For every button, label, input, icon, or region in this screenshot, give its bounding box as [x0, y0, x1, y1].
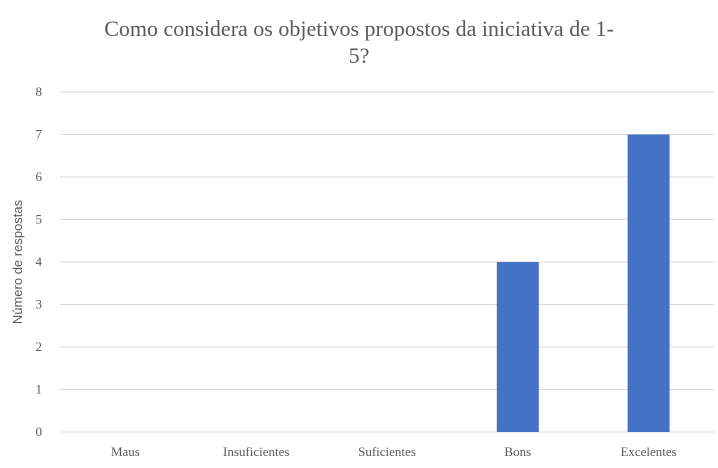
y-tick-label-7: 7: [36, 127, 43, 142]
x-tick-label-insuficientes: Insuficientes: [223, 444, 289, 459]
x-tick-label-bons: Bons: [504, 444, 531, 459]
bar-bons: [496, 262, 539, 432]
y-tick-label-3: 3: [36, 297, 43, 312]
x-tick-label-suficientes: Suficientes: [358, 444, 416, 459]
y-axis-label: Número de respostas: [10, 199, 25, 324]
chart-title-line-1: Como considera os objetivos propostos da…: [104, 16, 614, 41]
chart-title-line-2: 5?: [348, 43, 370, 68]
y-tick-label-8: 8: [36, 84, 43, 99]
x-tick-label-maus: Maus: [111, 444, 140, 459]
y-tick-label-2: 2: [36, 339, 43, 354]
y-tick-label-5: 5: [36, 212, 43, 227]
x-tick-labels: Maus Insuficientes Suficientes Bons Excelent…: [111, 444, 677, 459]
x-tick-label-excelentes: Excelentes: [620, 444, 676, 459]
y-tick-label-1: 1: [36, 382, 43, 397]
y-tick-label-6: 6: [36, 169, 43, 184]
bars: [496, 134, 670, 432]
y-tick-label-4: 4: [36, 254, 43, 269]
gridlines: [60, 91, 714, 433]
y-tick-labels: 0 1 2 3 4 5 6 7 8: [36, 84, 43, 439]
bar-excelentes: [627, 134, 670, 432]
y-tick-label-0: 0: [36, 424, 43, 439]
